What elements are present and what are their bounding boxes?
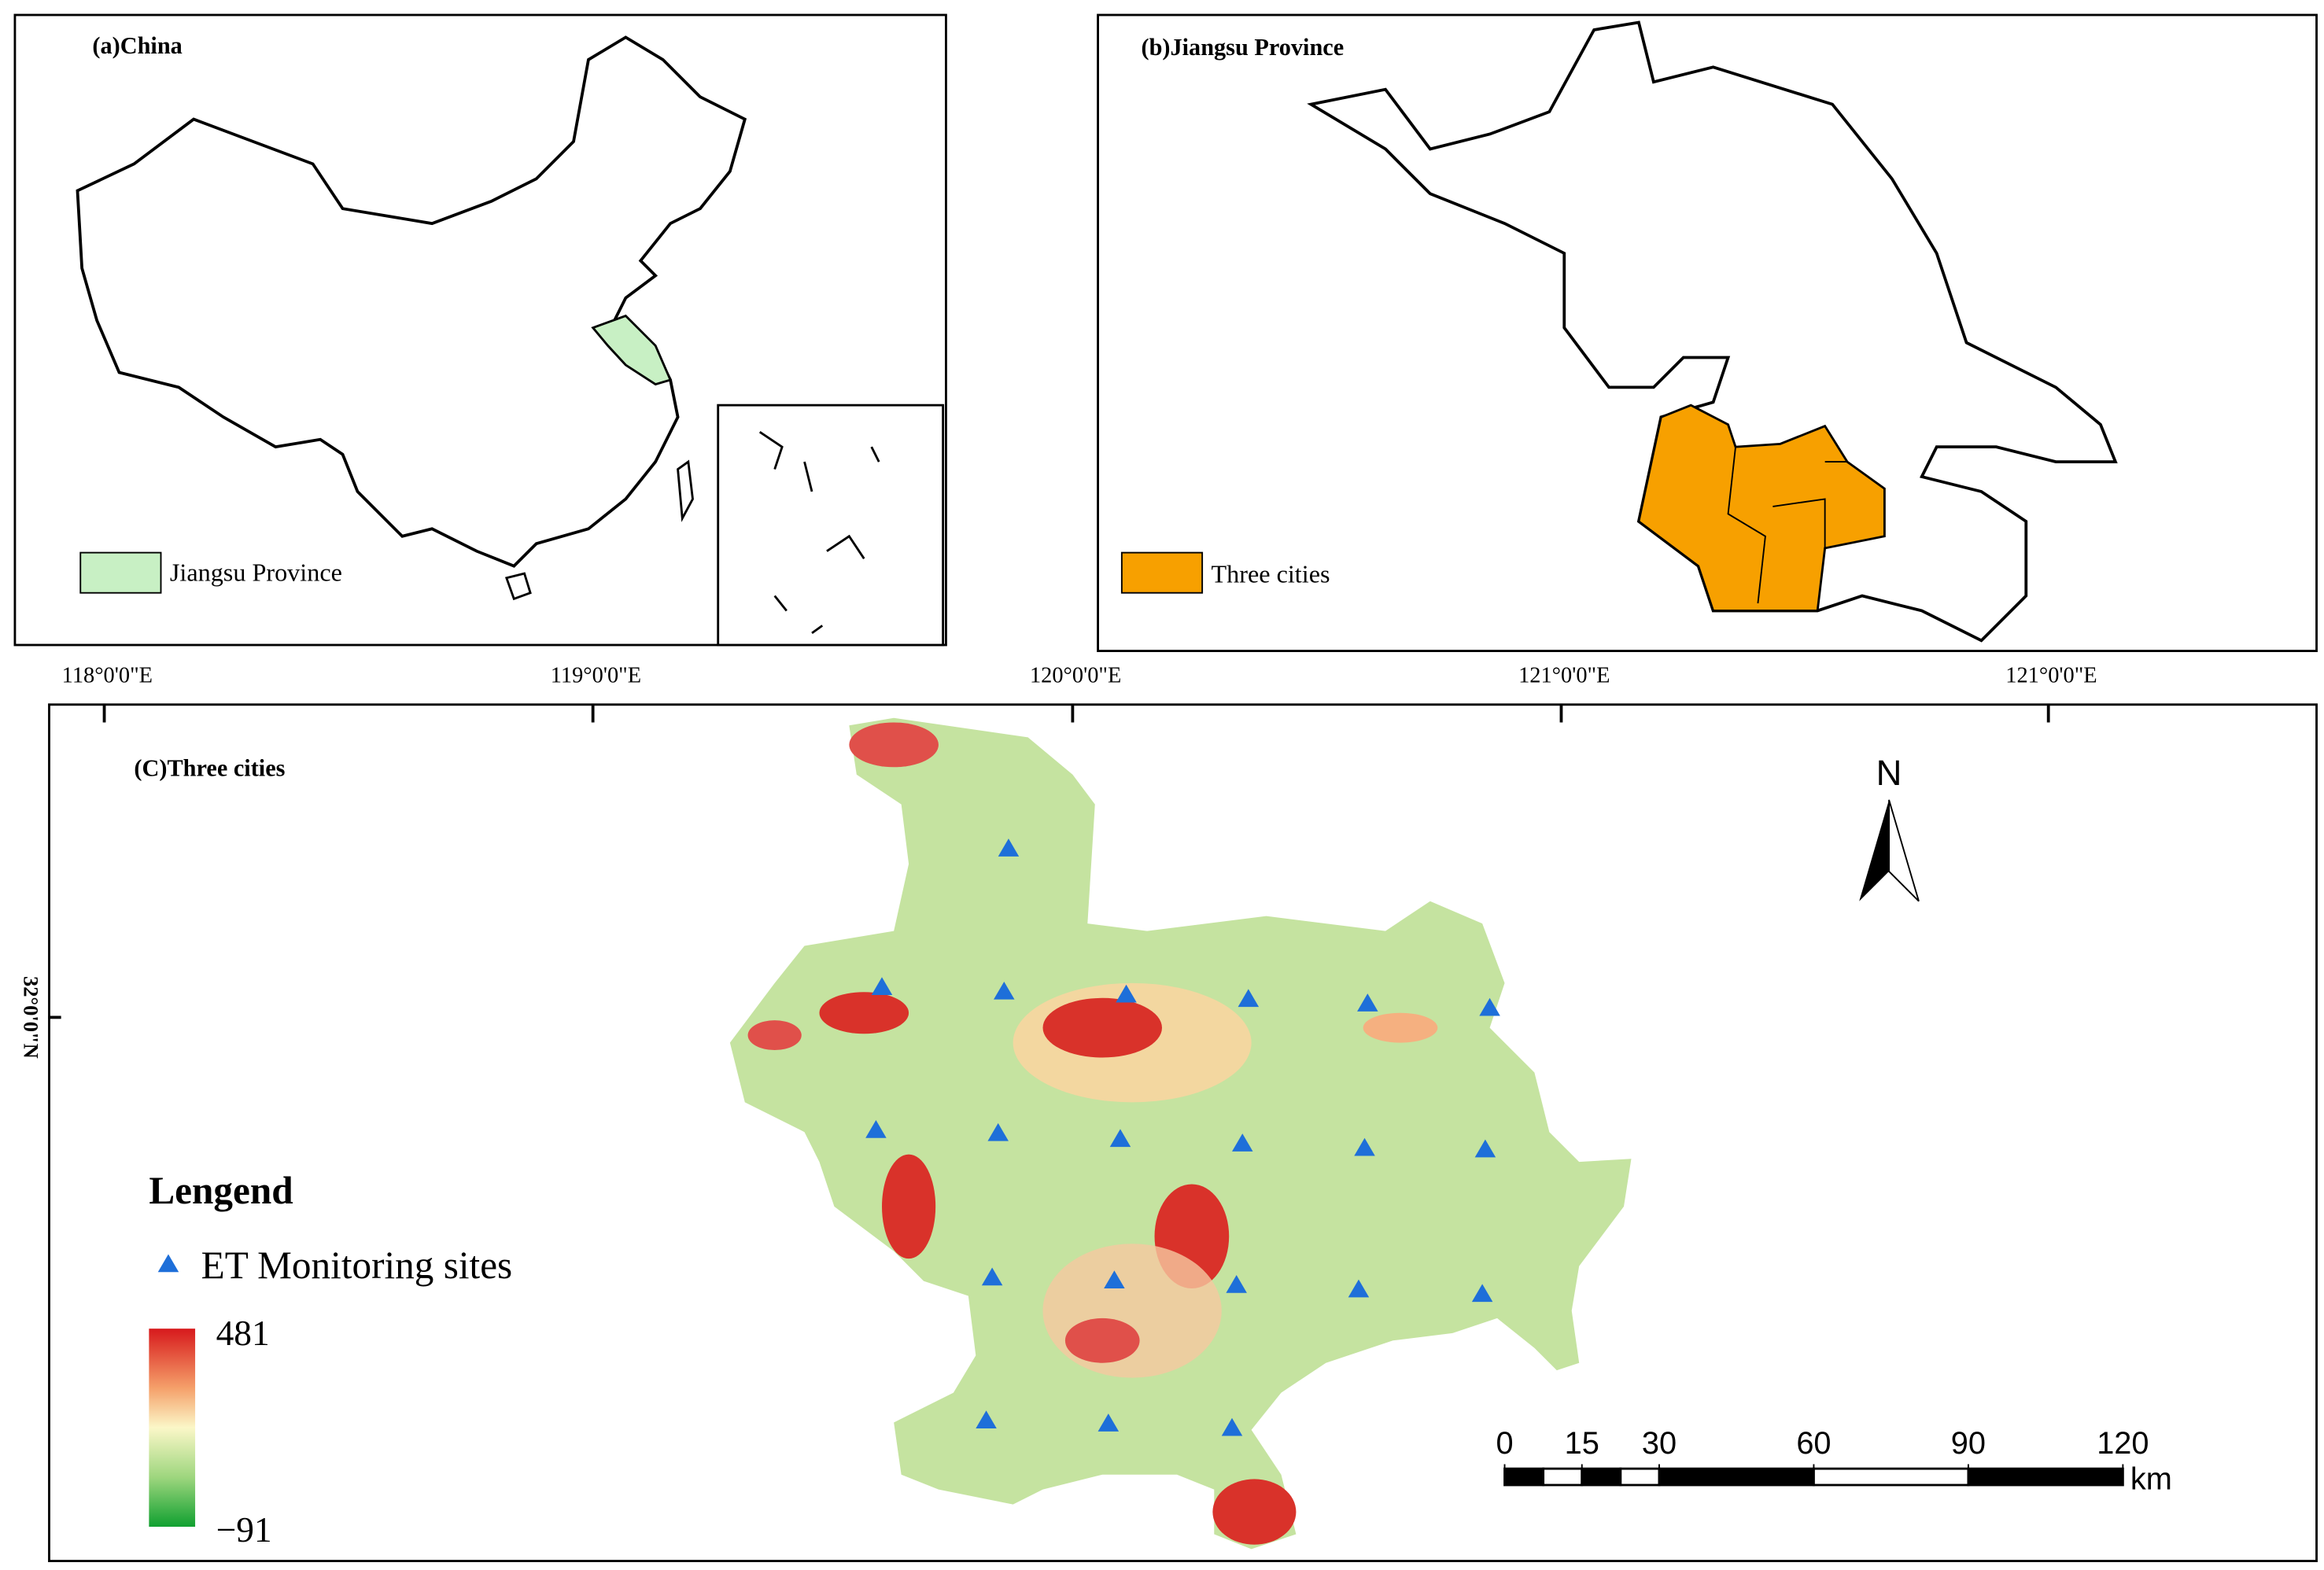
colorbar-label: 481 <box>216 1314 270 1353</box>
scale-segment <box>1581 1467 1622 1487</box>
legend-label: Jiangsu Province <box>170 558 342 587</box>
monitoring-site <box>981 1267 1003 1286</box>
scale-segment <box>1658 1467 1815 1487</box>
monitoring-site <box>1097 1413 1120 1432</box>
monitoring-sites <box>865 838 1500 1436</box>
monitoring-site <box>1348 1279 1370 1298</box>
scale-label: 0 <box>1496 1426 1513 1461</box>
islands <box>504 459 694 601</box>
dem-highlands <box>747 722 1438 1545</box>
longitude-label: 121°0'0"E <box>2005 663 2097 687</box>
monitoring-site <box>1116 984 1137 1003</box>
dem-area <box>729 717 1632 1550</box>
latitude-label: 32°0'0"N <box>19 976 42 1059</box>
legend-swatch <box>79 551 162 594</box>
longitude-label: 120°0'0"E <box>1030 663 1121 687</box>
jiangsu-outline <box>1307 20 2118 643</box>
colorbar-label: −91 <box>216 1510 272 1550</box>
north-arrow <box>1888 799 1920 902</box>
legend-label: ET Monitoring sites <box>201 1244 513 1287</box>
legend-label: Three cities <box>1211 559 1330 588</box>
panel-title: (b)Jiangsu Province <box>1141 34 1344 61</box>
monitoring-site <box>1226 1274 1247 1293</box>
monitoring-site <box>1479 997 1500 1016</box>
monitoring-site <box>865 1120 887 1138</box>
longitude-label: 119°0'0"E <box>551 663 641 687</box>
legend-title: Lengend <box>149 1169 293 1212</box>
city-borders <box>1727 447 1848 604</box>
longitude-label: 118°0'0"E <box>62 663 153 687</box>
legend-swatch <box>1120 551 1204 594</box>
scale-label: 15 <box>1565 1426 1599 1461</box>
legend-site-icon <box>157 1254 179 1273</box>
longitude-axis: 118°0'0"E 119°0'0"E 120°0'0"E 121°0'0"E 121°… <box>62 663 2097 723</box>
scale-segment <box>1967 1467 2124 1487</box>
inset-islands <box>758 431 880 635</box>
monitoring-site <box>987 1122 1009 1141</box>
scale-label: 90 <box>1951 1426 1986 1461</box>
scale-label: 60 <box>1796 1426 1831 1461</box>
panel-title: (C)Three cities <box>134 755 285 782</box>
monitoring-site <box>871 977 893 995</box>
jiangsu-highlight <box>591 314 673 386</box>
north-label: N <box>1876 753 1902 793</box>
monitoring-site <box>1104 1270 1125 1289</box>
scale-label: 120 <box>2097 1426 2149 1461</box>
monitoring-site <box>976 1410 997 1429</box>
monitoring-site <box>1357 993 1378 1012</box>
panel-title: (a)China <box>92 32 182 59</box>
inset <box>717 404 945 647</box>
scale-label: 30 <box>1642 1426 1677 1461</box>
monitoring-site <box>998 838 1020 857</box>
monitoring-site <box>1354 1137 1375 1156</box>
monitoring-site <box>1221 1417 1243 1436</box>
scale-segment <box>1619 1467 1661 1487</box>
monitoring-site <box>1474 1139 1496 1158</box>
monitoring-site <box>1471 1284 1493 1303</box>
scale-segment <box>1813 1467 1970 1487</box>
monitoring-site <box>1238 989 1260 1008</box>
monitoring-site <box>994 981 1015 1000</box>
scale-unit: km <box>2130 1462 2172 1497</box>
scale-segment <box>1503 1467 1545 1487</box>
monitoring-site <box>1109 1129 1131 1148</box>
three-cities <box>1637 404 1886 612</box>
monitoring-site <box>1231 1133 1253 1152</box>
longitude-label: 121°0'0"E <box>1518 663 1610 687</box>
scale-segment <box>1542 1467 1584 1487</box>
colorbar <box>149 1329 196 1528</box>
